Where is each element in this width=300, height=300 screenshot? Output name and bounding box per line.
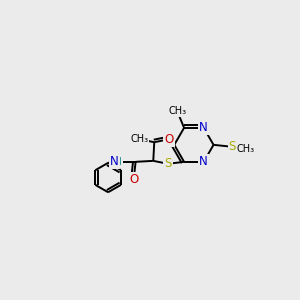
Text: CH₃: CH₃ (130, 134, 148, 144)
Text: S: S (164, 157, 172, 170)
Text: N: N (199, 121, 208, 134)
Text: S: S (229, 140, 236, 153)
Text: N: N (199, 155, 208, 168)
Text: N: N (110, 155, 119, 168)
Text: O: O (129, 173, 138, 186)
Text: H: H (114, 157, 122, 167)
Text: CH₃: CH₃ (237, 144, 255, 154)
Text: O: O (164, 133, 174, 146)
Text: CH₃: CH₃ (168, 106, 186, 116)
